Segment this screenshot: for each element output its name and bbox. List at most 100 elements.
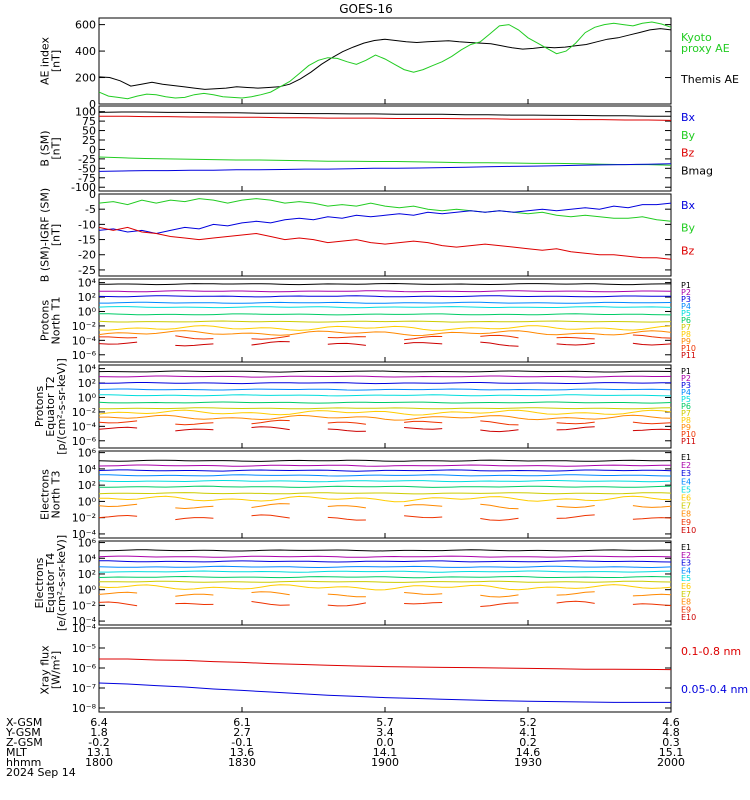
- panel-xray: 10⁻⁸ 10⁻⁷ 10⁻⁶ 10⁻⁵ 10⁻⁴ Xray flux[W/m²] 0.1-0…: [39, 622, 749, 715]
- x-tick-value: 4.8: [662, 726, 680, 739]
- y-tick-label: 400: [75, 45, 96, 58]
- legend-entry: E10: [681, 526, 696, 535]
- channel-line-segment: [251, 419, 290, 425]
- legend-entry: P11: [681, 437, 696, 446]
- legend-entry: P5: [681, 395, 691, 404]
- y-tick-label: 10²: [78, 291, 96, 304]
- channel-line-segment: [556, 505, 595, 509]
- y-tick-label: 10⁻²: [72, 599, 96, 612]
- channel-line: [99, 290, 672, 293]
- channel-line: [98, 492, 672, 495]
- channel-line-segment: [98, 514, 138, 519]
- channel-line: [99, 301, 672, 304]
- legend-entry: E4: [681, 566, 691, 575]
- channel-line: [98, 282, 671, 286]
- channel-line: [98, 565, 672, 569]
- channel-line-segment: [175, 428, 214, 432]
- legend-entry: P5: [681, 309, 691, 318]
- x-tick-value: 4.6: [662, 716, 680, 729]
- x-tick-value: 1800: [85, 756, 113, 769]
- y-tick-label: 10⁻⁴: [72, 528, 97, 541]
- y-axis-label: [p/(cm²-s-sr-keV)]: [55, 358, 68, 455]
- channel-line-segment: [556, 600, 595, 604]
- y-axis-label: [e/(cm²-s-sr-keV)]: [55, 535, 68, 631]
- y-tick-label: 100: [75, 106, 96, 119]
- y-tick-label: 10⁰: [78, 305, 97, 318]
- series-line-bmag: [98, 111, 671, 117]
- legend-entry: P1: [681, 367, 691, 376]
- date-label: 2024 Sep 14: [6, 766, 76, 779]
- channel-line-segment: [98, 426, 138, 430]
- series-line-0-05-0-4-nm: [98, 682, 671, 703]
- channel-line-segment: [175, 593, 214, 597]
- channel-line-segment: [327, 602, 366, 607]
- series-line-kyoto-proxy-ae: [98, 21, 672, 100]
- channel-line-segment: [175, 602, 214, 606]
- x-tick-value: 0.2: [519, 736, 537, 749]
- legend-entry: E1: [681, 543, 691, 552]
- x-tick-value: 4.1: [519, 726, 537, 739]
- channel-line-segment: [98, 591, 138, 595]
- channel-line-segment: [251, 503, 290, 508]
- channel-line: [98, 401, 672, 404]
- legend-entry: P11: [681, 351, 696, 360]
- y-tick-label: -100: [71, 181, 96, 194]
- legend-entry: E1: [681, 453, 691, 462]
- channel-line-segment: [175, 505, 214, 510]
- y-axis-label: Electrons: [33, 557, 46, 608]
- y-tick-label: 10⁰: [78, 391, 97, 404]
- x-row-label: Y-GSM: [5, 726, 41, 739]
- channel-line-segment: [632, 593, 672, 597]
- channel-line-segment: [175, 335, 214, 340]
- channel-line-segment: [404, 515, 443, 519]
- y-axis-label: [nT]: [50, 50, 63, 72]
- channel-line-segment: [327, 336, 366, 339]
- legend-entry: E10: [681, 613, 696, 622]
- y-tick-label: 10⁻⁶: [72, 662, 97, 675]
- channel-line: [98, 555, 672, 558]
- y-tick-label: 600: [75, 19, 96, 32]
- legend-entry: By: [681, 129, 696, 142]
- legend-entry: Bx: [681, 111, 696, 124]
- channel-line: [98, 306, 672, 309]
- channel-line: [99, 495, 672, 503]
- legend-entry: P2: [681, 374, 691, 383]
- x-tick-value: 0.0: [376, 736, 394, 749]
- legend-entry: E3: [681, 559, 691, 568]
- y-tick-label: 10⁻⁴: [72, 615, 97, 628]
- series-line-0-1-0-8-nm: [99, 658, 672, 671]
- y-tick-label: 75: [82, 115, 96, 128]
- legend-entry: P9: [681, 337, 691, 346]
- channel-line: [99, 474, 672, 477]
- channel-line: [98, 479, 672, 483]
- channel-line-segment: [480, 594, 519, 598]
- legend-entry: E2: [681, 551, 691, 560]
- channel-line-segment: [251, 426, 290, 431]
- y-tick-label: 10⁻²: [72, 406, 96, 419]
- legend-entry: P9: [681, 423, 691, 432]
- legend-entry: Bz: [681, 147, 695, 160]
- y-tick-label: 10⁻⁴: [72, 334, 97, 347]
- channel-line-segment: [327, 421, 366, 425]
- x-tick-value: 5.2: [519, 716, 537, 729]
- channel-line-segment: [480, 517, 519, 521]
- channel-line-segment: [327, 342, 366, 346]
- channel-line-segment: [327, 593, 366, 598]
- channel-line: [98, 370, 672, 373]
- y-tick-label: -10: [78, 218, 96, 231]
- y-axis-label: [nT]: [50, 137, 63, 159]
- legend-entry: E2: [681, 461, 691, 470]
- legend-entry: P3: [681, 381, 691, 390]
- channel-line-segment: [98, 341, 138, 345]
- legend-entry: Bx: [681, 199, 696, 212]
- y-tick-label: 10⁴: [78, 552, 97, 565]
- channel-line-segment: [98, 601, 138, 607]
- panel-frame: [98, 540, 672, 626]
- x-tick-value: -0.2: [88, 736, 109, 749]
- x-row-label: X-GSM: [6, 716, 42, 729]
